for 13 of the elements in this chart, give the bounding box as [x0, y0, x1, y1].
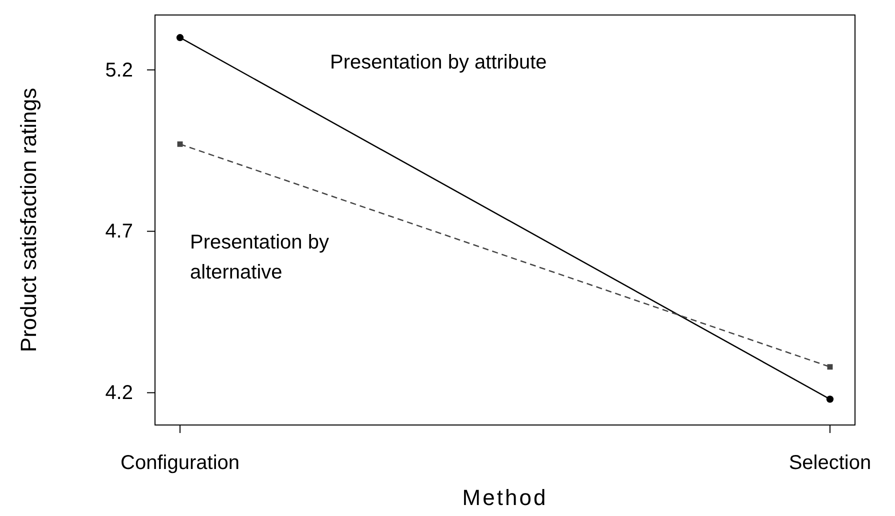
x-tick-label: Configuration [120, 452, 240, 474]
point [177, 141, 183, 147]
y-tick-label: 4.7 [105, 220, 133, 243]
x-axis-title: Method [462, 485, 548, 510]
y-axis-title: Product satisfaction ratings [16, 88, 41, 352]
y-tick-label: 5.2 [105, 59, 133, 82]
y-tick-label: 4.2 [105, 382, 133, 404]
series-label: Presentation by alternative [190, 232, 329, 284]
point [827, 364, 833, 370]
point [176, 34, 184, 42]
point [826, 396, 834, 403]
x-tick-label: Selection [788, 452, 872, 474]
text: Presentation by attribute [330, 51, 547, 74]
